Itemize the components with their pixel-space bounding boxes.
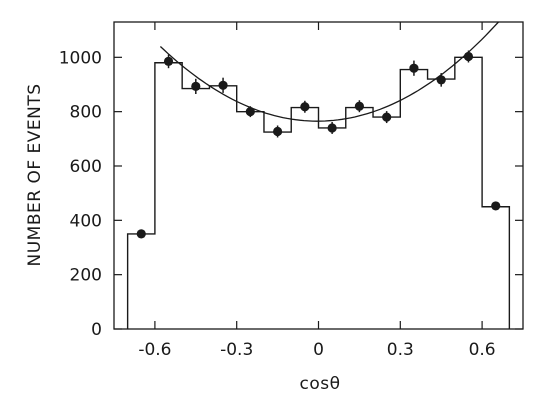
- y-tick-label: 1000: [59, 48, 102, 68]
- point-marker: [136, 229, 146, 239]
- data-point: [354, 100, 364, 113]
- data-point: [163, 54, 174, 69]
- point-marker: [382, 112, 392, 122]
- point-marker: [273, 126, 283, 137]
- data-point: [191, 78, 201, 94]
- y-tick-label: 800: [70, 103, 102, 123]
- data-point: [409, 60, 419, 76]
- point-marker: [245, 107, 255, 117]
- y-tick-label: 600: [70, 157, 102, 177]
- data-point: [218, 77, 228, 93]
- data-point: [327, 121, 337, 134]
- plot-frame: [113, 21, 524, 330]
- histogram-outline: [126, 56, 511, 329]
- y-tick-label: 200: [70, 266, 102, 286]
- data-point: [136, 229, 146, 239]
- point-marker: [491, 201, 501, 211]
- point-marker: [436, 75, 446, 85]
- data-point: [436, 73, 446, 87]
- point-marker: [163, 56, 174, 66]
- point-marker: [300, 102, 310, 112]
- y-tick-label: 0: [91, 320, 102, 340]
- x-axis-ticks: -0.6 -0.3 0 0.3 0.6: [138, 22, 496, 360]
- data-point: [300, 100, 310, 113]
- point-marker: [327, 123, 337, 133]
- x-tick-label: 0: [313, 340, 324, 360]
- point-marker: [191, 81, 201, 91]
- data-point: [273, 125, 283, 138]
- x-axis-label: cosθ: [299, 374, 340, 394]
- x-tick-label: 0.3: [387, 340, 414, 360]
- point-marker: [409, 63, 419, 73]
- data-point: [491, 201, 501, 211]
- y-axis-ticks: 0 200 400 600 800 1000: [59, 48, 523, 340]
- x-tick-label: -0.6: [138, 340, 171, 360]
- y-axis-label: NUMBER OF EVENTS: [25, 83, 45, 266]
- data-point: [382, 111, 392, 124]
- x-tick-label: 0.6: [469, 340, 496, 360]
- data-point: [245, 106, 255, 118]
- point-marker: [354, 101, 364, 111]
- data-points: [136, 50, 501, 239]
- x-tick-label: -0.3: [220, 340, 253, 360]
- point-marker: [463, 51, 474, 62]
- data-point: [463, 50, 474, 63]
- fit-curve: [159, 21, 499, 122]
- y-tick-label: 400: [70, 211, 102, 231]
- point-marker: [218, 80, 228, 90]
